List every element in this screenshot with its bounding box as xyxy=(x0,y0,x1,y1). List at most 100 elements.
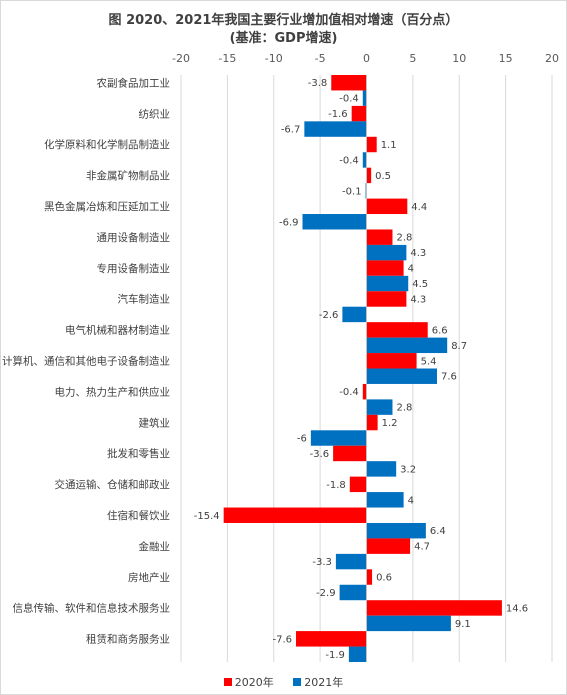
category-label: 电气机械和器材制造业 xyxy=(65,324,170,337)
x-tick-label: -20 xyxy=(172,52,190,65)
bar-2021 xyxy=(304,121,367,137)
x-tick-label: -10 xyxy=(265,52,283,65)
bar-2021 xyxy=(366,399,393,415)
category-label: 汽车制造业 xyxy=(118,293,171,306)
bar-2020 xyxy=(223,507,367,523)
category-label: 信息传输、软件和信息技术服务业 xyxy=(13,602,171,615)
bar-2020 xyxy=(366,600,502,616)
category-label: 电力、热力生产和供应业 xyxy=(55,385,171,398)
category-label: 住宿和餐饮业 xyxy=(107,509,170,522)
bar-2020 xyxy=(351,105,367,122)
data-label: 2.8 xyxy=(396,403,412,414)
bar-2021 xyxy=(362,90,367,106)
x-tick-label: 20 xyxy=(545,52,559,65)
data-label: 5.4 xyxy=(421,356,437,367)
bar-2020 xyxy=(366,291,407,307)
legend-swatch-2020 xyxy=(223,678,232,686)
bar-2020 xyxy=(366,136,377,153)
x-tick-label: 10 xyxy=(452,52,466,65)
category-label: 通用设备制造业 xyxy=(97,231,171,244)
bar-2020 xyxy=(366,260,404,276)
bar-2021 xyxy=(366,244,407,261)
bar-2021 xyxy=(366,522,426,539)
data-label: -6 xyxy=(297,434,307,445)
data-label: -0.1 xyxy=(342,186,362,197)
bar-2020 xyxy=(366,229,393,245)
chart-subtitle: (基准：GDP增速) xyxy=(229,31,338,46)
data-label: 4 xyxy=(408,495,414,506)
data-label: 1.2 xyxy=(382,418,398,429)
data-label: -1.8 xyxy=(326,480,346,491)
data-label: -1.6 xyxy=(328,109,348,120)
data-label: 2.8 xyxy=(396,233,412,244)
bar-2020 xyxy=(331,75,367,91)
legend-swatch-2021 xyxy=(293,678,302,686)
bar-2021 xyxy=(310,430,367,446)
data-label: 14.6 xyxy=(506,603,528,614)
bar-2021 xyxy=(366,275,409,292)
bar-2021 xyxy=(366,368,437,384)
data-label: 6.6 xyxy=(432,325,448,336)
bar-2020 xyxy=(366,414,378,431)
bar-2020 xyxy=(366,322,428,338)
data-label: 4.5 xyxy=(412,279,428,290)
data-label: 4.7 xyxy=(414,542,430,553)
x-tick-label: 0 xyxy=(363,52,370,65)
data-label: -1.9 xyxy=(325,650,345,661)
category-label: 计算机、通信和其他电子设备制造业 xyxy=(2,355,170,368)
data-label: 4 xyxy=(408,264,414,275)
bar-2020 xyxy=(366,353,417,369)
category-label: 批发和零售业 xyxy=(107,447,170,460)
bar-2021 xyxy=(366,492,404,508)
data-label: -2.6 xyxy=(319,310,339,321)
data-label: -0.4 xyxy=(339,155,359,166)
bar-2021 xyxy=(335,553,367,570)
data-label: 8.7 xyxy=(451,341,467,352)
x-tick-label: 5 xyxy=(409,52,416,65)
bar-2021 xyxy=(302,214,367,230)
bar-2020 xyxy=(366,198,408,215)
bar-2021 xyxy=(348,646,367,662)
data-label: -3.8 xyxy=(308,78,328,89)
bar-2021 xyxy=(342,306,367,323)
bar-2021 xyxy=(339,584,367,601)
data-label: -7.6 xyxy=(272,634,292,645)
data-label: 4.4 xyxy=(411,202,427,213)
category-label: 化学原料和化学制品制造业 xyxy=(44,138,170,151)
data-label: 6.4 xyxy=(430,526,446,537)
data-label: -0.4 xyxy=(339,94,359,105)
x-tick-label: 15 xyxy=(499,52,513,65)
data-label: 1.1 xyxy=(381,140,397,151)
category-label: 租赁和商务服务业 xyxy=(86,633,170,646)
category-label: 房地产业 xyxy=(128,571,170,584)
x-tick-label: -5 xyxy=(315,52,326,65)
data-label: -0.4 xyxy=(339,387,359,398)
bar-2021 xyxy=(366,461,397,477)
bar-2020 xyxy=(366,569,373,585)
bar-2020 xyxy=(362,383,367,400)
data-label: 9.1 xyxy=(455,619,471,630)
legend-item-2021: 2021年 xyxy=(293,674,343,690)
chart-title: 图 2020、2021年我国主要行业增加值相对增速（百分点） xyxy=(108,13,459,28)
bar-2020 xyxy=(333,445,367,462)
bar-2021 xyxy=(366,615,451,632)
data-label: -6.9 xyxy=(279,217,299,228)
category-label: 专用设备制造业 xyxy=(97,262,171,275)
data-label: -15.4 xyxy=(194,511,220,522)
data-label: -2.9 xyxy=(316,588,336,599)
legend-label-2021: 2021年 xyxy=(304,676,344,689)
data-label: -6.7 xyxy=(281,125,301,136)
category-label: 金融业 xyxy=(139,540,171,553)
legend: 2020年 2021年 xyxy=(0,674,567,690)
legend-item-2020: 2020年 xyxy=(223,674,274,690)
data-label: 4.3 xyxy=(410,294,426,305)
bar-2020 xyxy=(296,631,367,647)
category-label: 纺织业 xyxy=(139,107,171,120)
bar-2020 xyxy=(366,167,372,184)
data-label: -3.6 xyxy=(310,449,330,460)
bar-2021 xyxy=(362,152,367,168)
category-label: 建筑业 xyxy=(139,416,171,429)
x-tick-label: -15 xyxy=(218,52,236,65)
data-label: -3.3 xyxy=(312,557,332,568)
